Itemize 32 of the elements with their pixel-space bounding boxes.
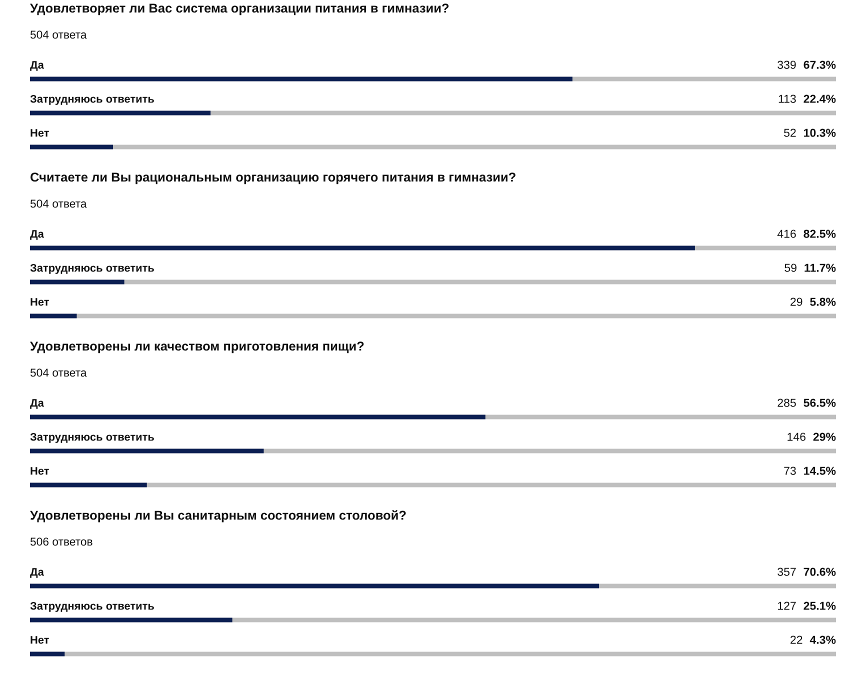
data-label: 416 82.5%: [777, 230, 836, 238]
chart-title: Считаете ли Вы рациональным организацию горячего питания в гимназии?: [30, 172, 516, 184]
data-label: 52 10.3%: [784, 128, 836, 137]
data-label: 59 11.7%: [784, 264, 836, 272]
data-label: 73 14.5%: [784, 466, 836, 475]
chart-title: Удовлетворены ли качеством приготовления пищи?: [30, 342, 364, 354]
y-tick-label: Затрудняюсь ответить: [30, 432, 154, 443]
chart-subtitle: 506 ответов: [30, 538, 92, 546]
data-label: 127 25.1%: [778, 602, 836, 610]
y-tick-label: Затрудняюсь ответить: [30, 602, 154, 612]
data-label: 113 22.4%: [778, 94, 836, 103]
data-label: 285 56.5%: [778, 398, 836, 407]
y-tick-label: Да: [30, 230, 44, 240]
y-tick-label: Затрудняюсь ответить: [30, 264, 154, 274]
chart-title: Удовлетворяет ли Вас система организации питания в гимназии?: [30, 4, 449, 16]
data-label: 357 70.6%: [778, 568, 836, 576]
data-label: 22 4.3%: [790, 636, 836, 644]
y-tick-label: Да: [30, 399, 44, 409]
chart-subtitle: 504 ответа: [30, 200, 87, 208]
y-tick-label: Да: [30, 61, 44, 71]
chart-title: Удовлетворены ли Вы санитарным состоянием столовой?: [30, 510, 406, 522]
chart-subtitle: 504 ответа: [30, 30, 87, 39]
y-tick-label: Нет: [30, 298, 49, 306]
data-label: 339 67.3%: [778, 60, 836, 69]
data-label: 29 5.8%: [790, 298, 836, 306]
chart-subtitle: 504 ответа: [30, 368, 87, 377]
y-tick-label: Нет: [30, 129, 49, 137]
y-tick-label: Затрудняюсь ответить: [30, 94, 154, 105]
y-tick-label: Нет: [30, 636, 49, 644]
y-tick-label: Нет: [30, 467, 49, 475]
y-tick-label: Да: [30, 568, 44, 578]
data-label: 146 29%: [788, 432, 836, 441]
